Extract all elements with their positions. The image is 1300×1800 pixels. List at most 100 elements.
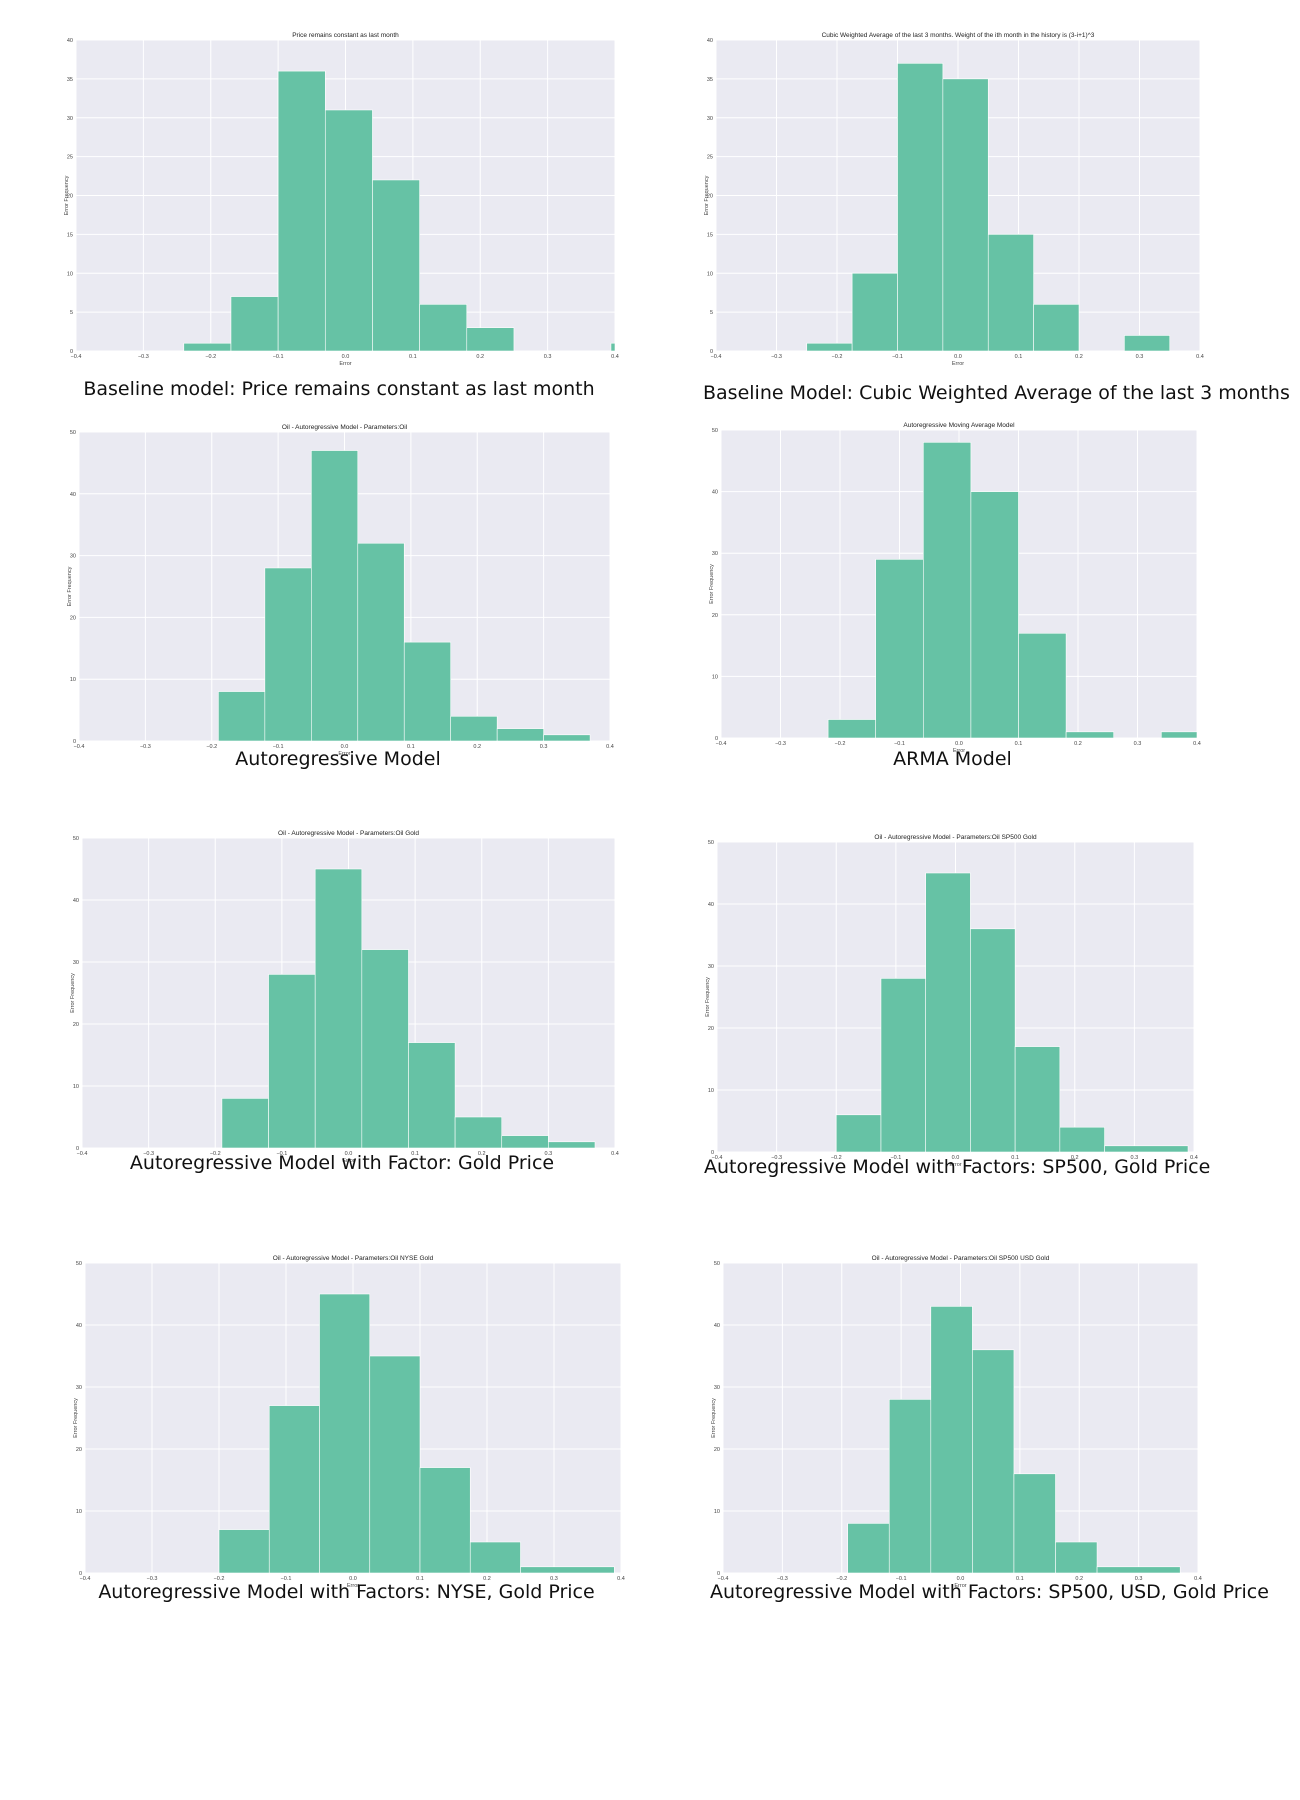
y-tick-label: 0 [70,349,73,355]
y-tick-label: 25 [67,155,73,161]
histogram-bar [1018,632,1067,739]
y-axis-label: Error Frequency [704,175,710,215]
histogram-bar [450,715,498,742]
y-tick-label: 35 [707,77,713,83]
x-tick-label: −0.4 [71,354,82,360]
y-axis-label: Error Frequency [64,175,70,215]
x-axis-label: Error [952,361,964,367]
x-tick-label: 0.4 [1194,1576,1202,1582]
x-tick-label: −0.4 [718,1576,729,1582]
histogram-bar [319,1293,371,1574]
x-tick-label: −0.2 [835,741,846,747]
histogram-svg: −0.4 −0.3 −0.2 −0.1 0.0 0.1 0.2 0.3 0.4 0 10 20 30 40… [67,424,614,757]
histogram-bar [311,450,359,742]
histogram-bar [264,567,312,742]
histogram-panel: −0.4 −0.3 −0.2 −0.1 0.0 0.1 0.2 0.3 0.4 0 10 20 30 40… [69,828,619,1204]
x-tick-label: 0.3 [545,1151,553,1157]
x-tick-label: 0.3 [1131,1155,1139,1161]
x-tick-label: −0.3 [771,1155,782,1161]
x-tick-label: 0.4 [611,354,619,360]
x-tick-label: −0.1 [273,354,284,360]
histogram-bar [501,1135,549,1149]
y-tick-label: 30 [708,964,714,970]
y-tick-label: 10 [76,1509,82,1515]
y-tick-label: 30 [73,960,79,966]
histogram-bar [361,949,409,1149]
histogram-bar [1065,731,1115,739]
figure-caption: Autoregressive Model with Factor: Gold P… [129,1152,555,1174]
y-tick-label: 10 [67,271,73,277]
histogram-bar [1104,1145,1189,1153]
histogram-bar [880,978,926,1153]
y-tick-label: 10 [714,1509,720,1515]
chart-title: Oil - Autoregressive Model - Parameters:… [278,830,419,837]
histogram-bar [408,1042,456,1149]
histogram-bar [218,1529,270,1574]
histogram-panel: −0.4 −0.3 −0.2 −0.1 0.0 0.1 0.2 0.3 0.4 0 5 10 15 20 2… [703,28,1290,434]
x-tick-label: −0.4 [712,1155,723,1161]
y-tick-label: 50 [70,430,76,436]
x-tick-label: −0.2 [205,354,216,360]
chart-title: Autoregressive Moving Average Model [903,422,1015,429]
x-tick-label: 0.2 [473,744,481,750]
y-tick-label: 35 [67,77,73,83]
figure-caption: ARMA Model [893,748,1012,770]
x-tick-label: 0.1 [416,1576,424,1582]
histogram-bar [925,872,971,1153]
y-tick-label: 30 [707,116,713,122]
y-tick-label: 20 [76,1447,82,1453]
x-tick-label: 0.4 [1190,1155,1198,1161]
x-tick-label: −0.2 [832,354,843,360]
y-tick-label: 20 [708,1026,714,1032]
y-tick-label: 50 [712,428,718,434]
x-tick-label: −0.1 [281,1576,292,1582]
y-tick-label: 40 [712,490,718,496]
histogram-bar [419,304,468,352]
chart-title: Oil - Autoregressive Model - Parameters:… [872,1255,1050,1262]
histogram-bar [930,1306,973,1574]
y-axis-label: Error Frequency [73,1398,79,1438]
histogram-bar [183,342,232,352]
histogram-panel: −0.4 −0.3 −0.2 −0.1 0.0 0.1 0.2 0.3 0.4 0 10 20 30 40… [708,422,1201,800]
histogram-bar [851,272,898,352]
histogram-bar [835,1114,882,1153]
y-axis-label: Error Frequency [709,564,715,604]
x-tick-label: 0.3 [1135,1576,1143,1582]
histogram-svg: −0.4 −0.3 −0.2 −0.1 0.0 0.1 0.2 0.3 0.4 0 5 10 15 20 2… [64,32,619,367]
x-tick-label: 0.1 [1015,354,1023,360]
histogram-panel: −0.4 −0.3 −0.2 −0.1 0.0 0.1 0.2 0.3 0.4 0 10 20 30 40… [66,424,614,800]
y-tick-label: 40 [708,902,714,908]
x-tick-label: 0.3 [540,744,548,750]
histogram-bar [970,928,1016,1153]
x-tick-label: 0.0 [957,1576,965,1582]
figure-caption: Baseline model: Price remains constant a… [83,378,595,400]
histogram-bar [314,868,363,1149]
histogram-svg: −0.4 −0.3 −0.2 −0.1 0.0 0.1 0.2 0.3 0.4 0 10 20 30 40… [709,422,1201,754]
y-axis-label: Error Frequency [705,977,711,1017]
x-tick-label: 0.2 [1071,1155,1079,1161]
y-tick-label: 10 [712,674,718,680]
y-tick-label: 0 [715,736,718,742]
histogram-bar [610,342,616,352]
y-tick-label: 20 [73,1022,79,1028]
histogram-bar [923,442,972,739]
histogram-bar [520,1566,615,1574]
x-axis-label: Error [949,1162,961,1168]
y-tick-label: 10 [73,1084,79,1090]
y-tick-label: 20 [707,194,713,200]
histogram-bar [1124,335,1171,352]
x-tick-label: 0.0 [955,741,963,747]
x-axis-label: Error [347,1583,359,1589]
histogram-bar [1096,1566,1181,1574]
histogram-svg: −0.4 −0.3 −0.2 −0.1 0.0 0.1 0.2 0.3 0.4 0 10 20 30 40… [73,1255,625,1589]
chart-title: Price remains constant as last month [292,32,399,39]
y-tick-label: 40 [67,38,73,44]
x-tick-label: −0.2 [214,1576,225,1582]
x-tick-label: 0.4 [1196,354,1204,360]
x-tick-label: −0.3 [138,354,149,360]
histogram-bar [970,491,1019,739]
histogram-bar [1033,304,1080,352]
figure-caption: Baseline Model: Cubic Weighted Average o… [703,382,1290,404]
y-tick-label: 0 [79,1571,82,1577]
histogram-bar [942,78,989,352]
